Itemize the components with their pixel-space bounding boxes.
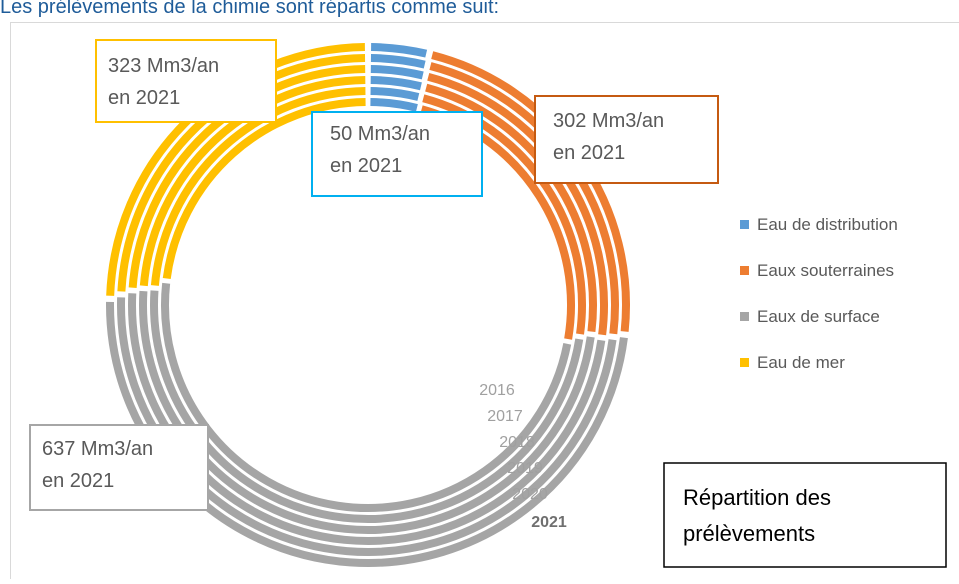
chart-title: prélèvements: [683, 521, 815, 546]
annotation-text: en 2021: [108, 87, 180, 109]
annotation-text: 50 Mm3/an: [330, 123, 430, 145]
ring-segment: [370, 102, 416, 108]
legend-label: Eaux souterraines: [757, 261, 894, 280]
ring-segment: [371, 47, 426, 54]
legend-swatch: [740, 312, 749, 321]
ring-segment: [371, 69, 423, 75]
annotation-text: 302 Mm3/an: [553, 110, 664, 132]
annotation-text: en 2021: [330, 155, 402, 177]
ring-label: 2021: [531, 514, 567, 531]
legend-swatch: [740, 266, 749, 275]
legend-label: Eaux de surface: [757, 307, 880, 326]
chart-title: Répartition des: [683, 485, 831, 510]
page-title: Les prélèvements de la chimie sont répar…: [0, 0, 499, 18]
annotation-text: en 2021: [42, 470, 114, 492]
annotation-box: [96, 40, 276, 122]
legend-label: Eau de distribution: [757, 215, 898, 234]
annotation-text: 323 Mm3/an: [108, 55, 219, 77]
legend-swatch: [740, 358, 749, 367]
ring-segment: [371, 91, 419, 97]
ring-segment: [371, 58, 425, 65]
title-box: [664, 463, 946, 567]
ring-label: 2017: [487, 408, 523, 425]
legend-label: Eau de mer: [757, 353, 845, 372]
ring-label: 2018: [499, 434, 535, 451]
ring-label: 2019: [507, 460, 543, 477]
ring-segment: [371, 80, 421, 86]
ring-label: 2020: [512, 486, 548, 503]
annotation-text: 637 Mm3/an: [42, 438, 153, 460]
ring-label: 2016: [479, 382, 515, 399]
annotation-text: en 2021: [553, 142, 625, 164]
legend-swatch: [740, 220, 749, 229]
